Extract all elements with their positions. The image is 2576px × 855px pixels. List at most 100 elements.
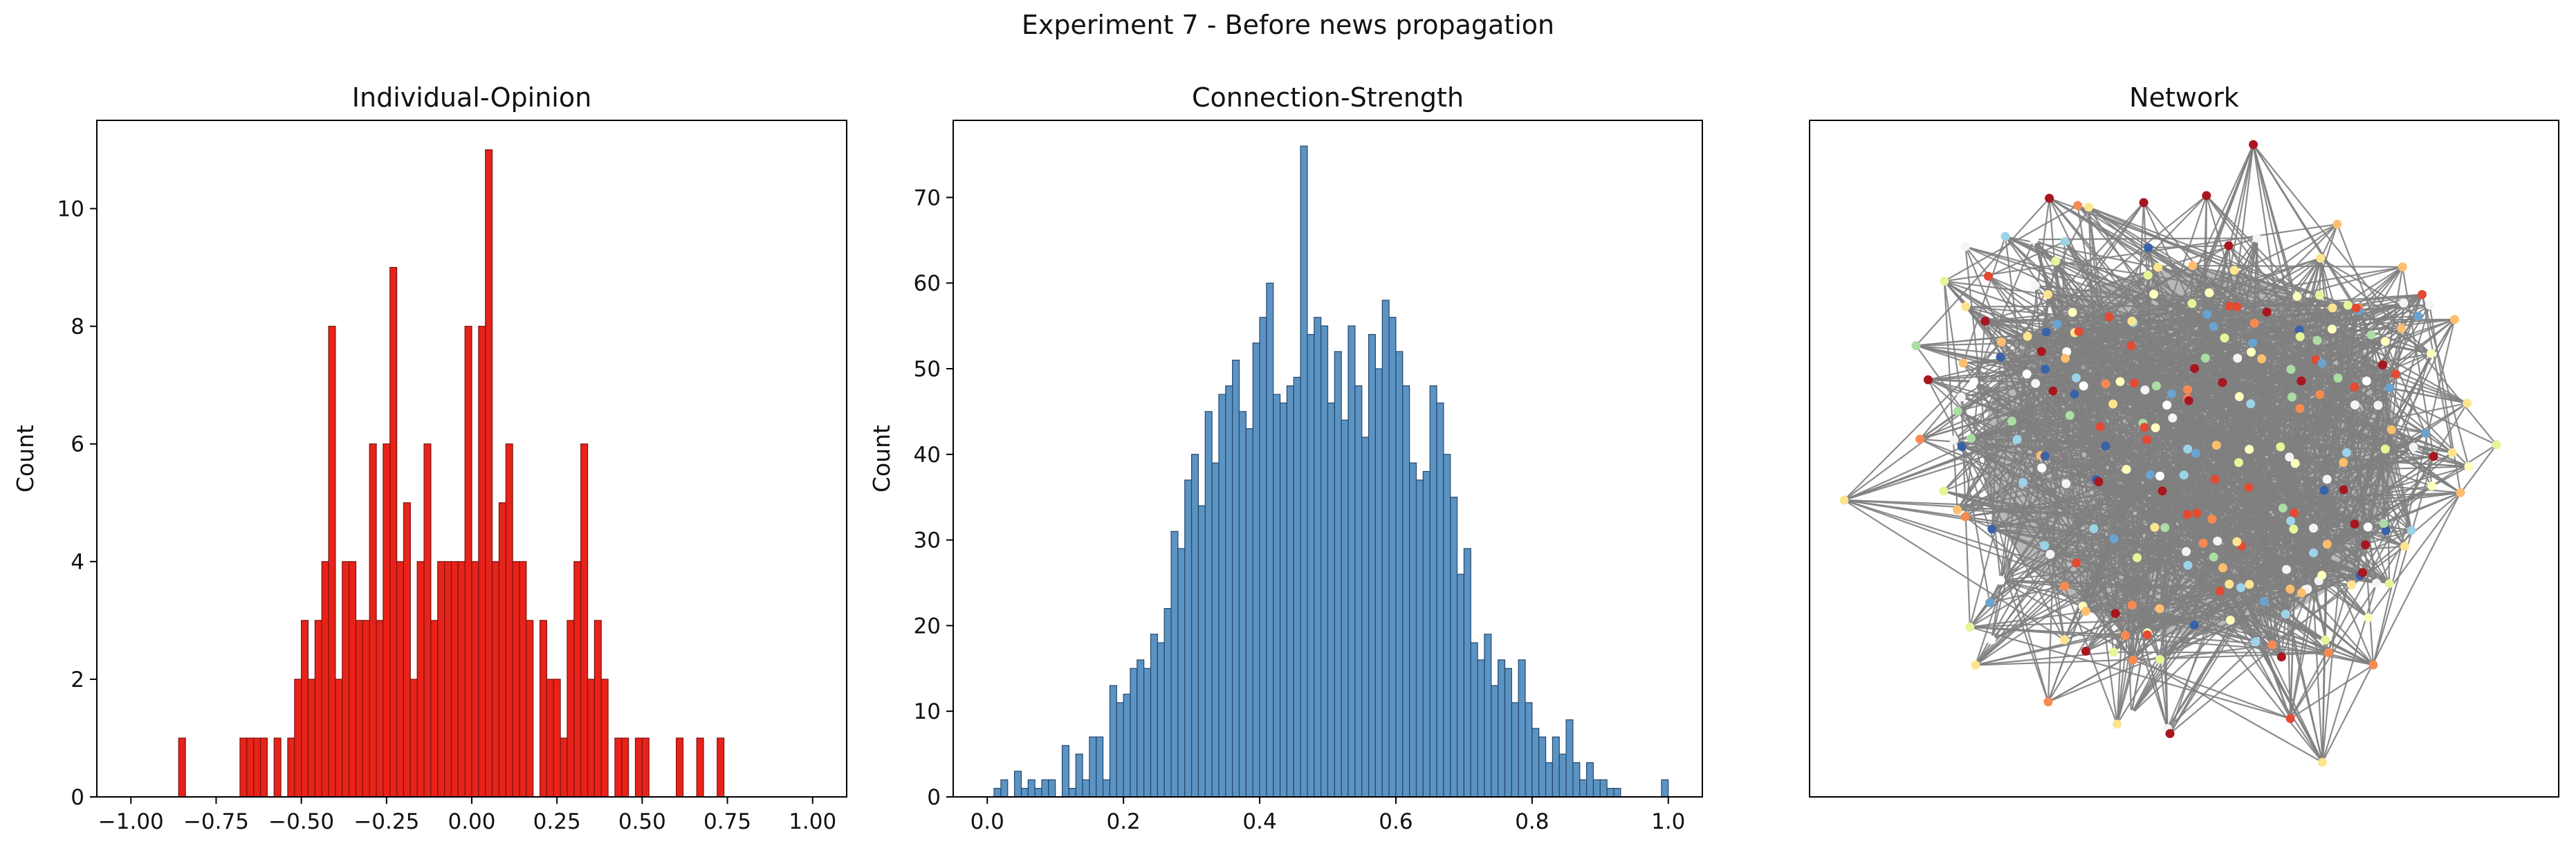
network-node [2250, 318, 2259, 328]
network-node [2198, 538, 2208, 548]
network-node [1839, 495, 1849, 505]
network-node [2232, 537, 2242, 546]
x-tick-label: 0.25 [533, 809, 581, 834]
histogram-bar [1374, 368, 1383, 798]
network-edge [1969, 626, 2126, 636]
network-node [2363, 522, 2373, 532]
histogram-bar [1388, 317, 1397, 798]
histogram-bar [321, 561, 329, 798]
network-node [2030, 281, 2040, 291]
network-node [2160, 523, 2170, 533]
network-edge [2358, 310, 2431, 354]
network-node [2347, 580, 2356, 589]
network-edge [2113, 651, 2329, 654]
network-node [2285, 714, 2295, 724]
network-edge [2321, 582, 2377, 763]
network-node [2276, 652, 2286, 662]
network-node [2257, 354, 2267, 364]
histogram-bar [287, 737, 295, 798]
histogram-bar [1606, 788, 1614, 798]
network-node [2357, 568, 2367, 578]
network-node [2183, 560, 2193, 570]
network-node [2236, 583, 2245, 592]
network-node [2281, 609, 2290, 619]
network-node [2040, 541, 2050, 551]
network-node [1961, 302, 1971, 311]
network-node [2166, 389, 2176, 398]
network-node [2061, 479, 2071, 488]
network-node [2146, 470, 2155, 479]
histogram-bar [614, 737, 623, 798]
network-node [2051, 257, 2061, 266]
histogram-bar [491, 561, 500, 798]
histogram-bar [1402, 385, 1410, 798]
network-node [2225, 302, 2234, 311]
histogram-bar [1245, 428, 1253, 798]
histogram-bar [273, 737, 282, 798]
network-node [2276, 442, 2285, 452]
network-node [2072, 373, 2081, 383]
histogram-bar [253, 737, 261, 798]
network-node [1915, 434, 1925, 444]
opinion-histogram-axes: −1.00 −0.75 −0.50 −0.25 0.00 0.25 0.50 0.75 1.00… [12, 82, 847, 834]
x-tick-label: 0.50 [618, 809, 666, 834]
network-node [2373, 401, 2383, 410]
histogram-bar [587, 679, 595, 798]
network-node [2127, 316, 2137, 326]
histogram-bar [1211, 462, 1220, 798]
y-axis-label: Count [12, 425, 39, 493]
network-node [2168, 413, 2178, 423]
histogram-bar [1225, 385, 1233, 798]
histogram-bar [546, 679, 554, 798]
network-node [2133, 553, 2142, 562]
network-node [2109, 647, 2119, 657]
network-node [2245, 445, 2254, 454]
network-node [2407, 526, 2416, 535]
histogram-bar [594, 620, 602, 798]
network-node [2158, 486, 2167, 496]
network-node [2249, 140, 2258, 149]
network-node [2309, 524, 2318, 533]
histogram-bar [1116, 702, 1124, 798]
network-node [2045, 549, 2055, 559]
chart-title: Individual-Opinion [352, 82, 591, 113]
histogram-bar [403, 502, 411, 798]
network-node [2295, 403, 2305, 413]
histogram-bar [1395, 351, 1404, 798]
network-node [2229, 266, 2239, 275]
histogram-bar [1109, 685, 1117, 798]
histogram-bar [355, 620, 363, 798]
network-node [1960, 241, 1970, 251]
y-tick-label: 0 [927, 785, 941, 810]
histogram-bar [1504, 668, 1512, 798]
network-node [1985, 598, 1994, 607]
histogram-bar [1415, 479, 1424, 798]
network-node [2400, 542, 2409, 551]
network-node [2464, 461, 2474, 471]
histogram-bar [1572, 762, 1581, 798]
network-node [2094, 477, 2104, 486]
network-node [2209, 552, 2218, 562]
network-edge [1965, 246, 2002, 581]
histogram-bar [1565, 719, 1574, 798]
network-node [2234, 458, 2243, 468]
network-node [2084, 203, 2094, 212]
network-node [2362, 376, 2371, 386]
network-node [2104, 312, 2114, 322]
network-node [2188, 261, 2198, 270]
network-node [2333, 219, 2342, 229]
network-node [2140, 385, 2150, 395]
network-node [1956, 392, 1966, 402]
histogram-bar [246, 737, 255, 798]
network-node [2070, 389, 2079, 399]
network-node [2074, 327, 2083, 336]
network-node [2130, 378, 2139, 388]
network-node [2286, 516, 2295, 526]
network-node [1960, 512, 1970, 522]
network-node [2072, 558, 2081, 568]
histogram-bar [1361, 436, 1370, 798]
histogram-bar [1463, 548, 1471, 798]
histogram-bar [553, 679, 561, 798]
network-node [2045, 194, 2054, 203]
network-edge [1961, 446, 2049, 702]
